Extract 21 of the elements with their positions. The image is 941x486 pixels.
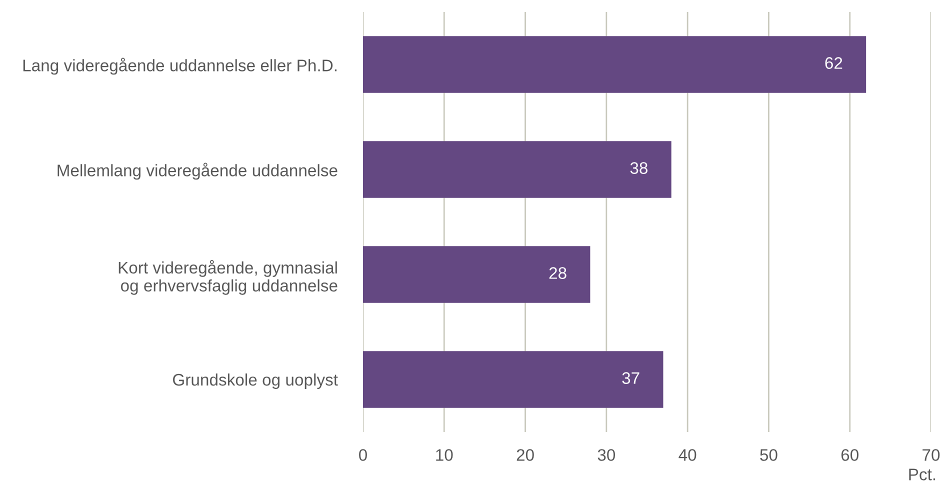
data-label: 62 [825, 57, 842, 69]
y-tick-label: Mellemlang videregående uddannelse [58, 162, 338, 180]
bar [363, 246, 590, 303]
data-label: 38 [630, 162, 648, 174]
x-tick-label: 20 [516, 449, 534, 461]
x-tick-label: 50 [760, 449, 778, 461]
data-label: 37 [622, 372, 640, 384]
y-tick-label: Kort videregående, gymnasial og erhvervsfaglig uddannelse [118, 260, 338, 295]
x-tick-label: 70 [922, 449, 940, 461]
bar [363, 141, 672, 198]
x-tick-label: 30 [598, 449, 616, 461]
y-tick-label: Grundskole og uoplyst [173, 373, 338, 389]
x-tick-label: 40 [678, 449, 696, 461]
y-tick-label: Lang videregående uddannelse eller Ph.D. [23, 58, 337, 75]
x-axis-title: Pct. [909, 468, 936, 480]
bar [363, 351, 664, 408]
x-tick-label: 0 [359, 449, 367, 461]
x-tick-label: 60 [841, 449, 858, 461]
data-label: 28 [549, 267, 566, 279]
x-tick-label: 10 [436, 449, 453, 461]
bar [363, 36, 866, 93]
